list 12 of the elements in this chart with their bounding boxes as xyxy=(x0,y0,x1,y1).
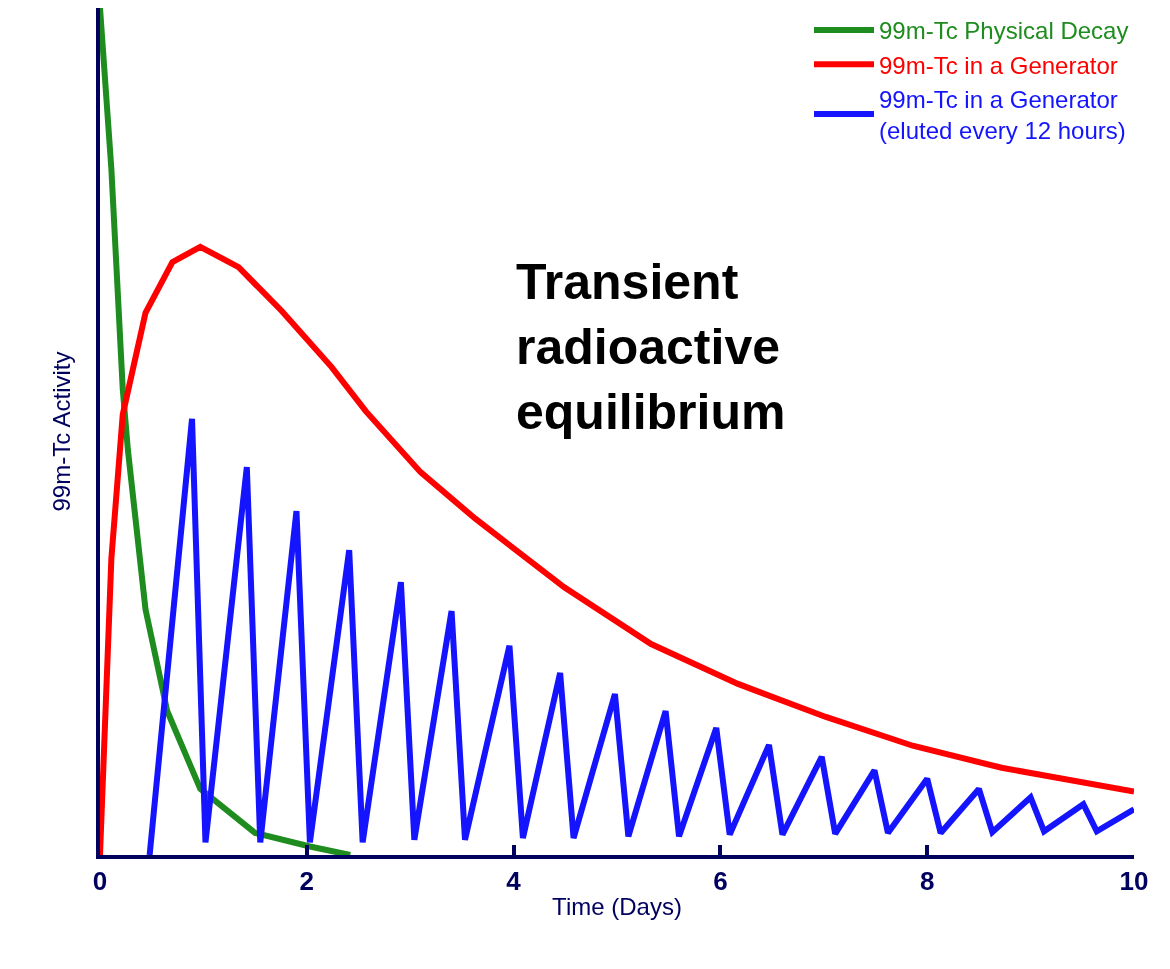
x-tick-label: 2 xyxy=(299,866,315,897)
annotation: Transient radioactive equilibrium xyxy=(516,254,786,440)
legend-label: 99m-Tc in a Generator (eluted every 12 hours) xyxy=(879,85,1126,145)
x-tick-label: 10 xyxy=(1119,866,1149,897)
x-tick-label: 6 xyxy=(713,866,728,897)
x-tick-label: 4 xyxy=(506,866,522,897)
x-axis-title: Time (Days) xyxy=(552,893,682,920)
y-axis-title: 99m-Tc Activity xyxy=(47,351,75,512)
x-tick-label: 8 xyxy=(919,866,935,897)
legend-label: 99m-Tc Physical Decay xyxy=(879,17,1129,45)
x-tick-label: 0 xyxy=(92,866,108,897)
legend-label: 99m-Tc in a Generator xyxy=(879,51,1118,79)
